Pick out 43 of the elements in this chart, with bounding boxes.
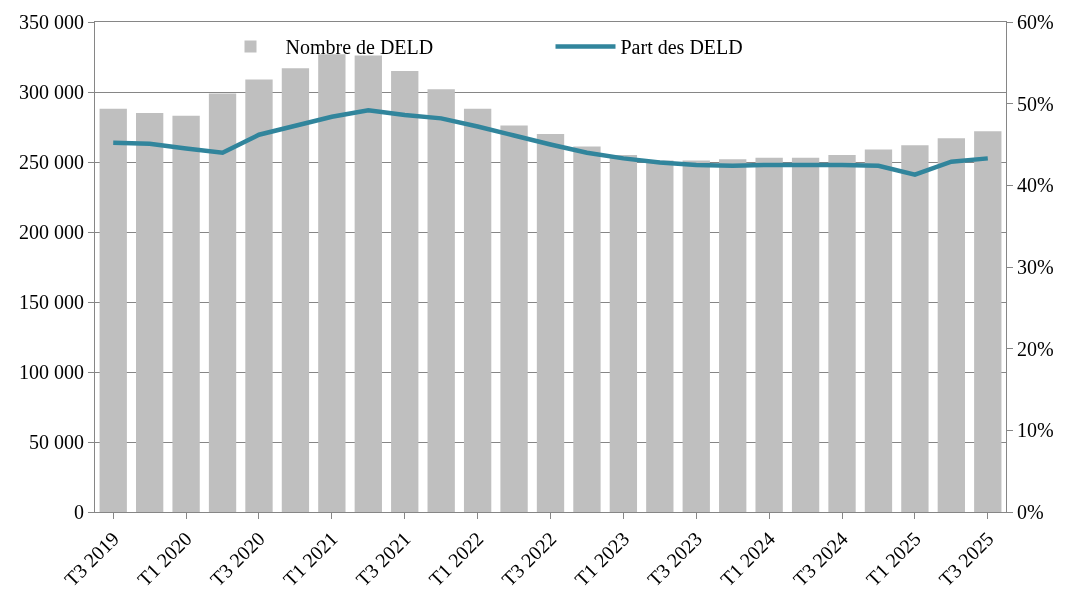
y-tick-label: 0 bbox=[74, 501, 84, 523]
bar bbox=[828, 155, 856, 512]
bar bbox=[136, 113, 164, 512]
y2-tick-label: 20% bbox=[1017, 337, 1054, 360]
bar bbox=[245, 79, 273, 512]
bar bbox=[172, 115, 200, 512]
y-tick-label: 200 000 bbox=[19, 221, 84, 243]
bar bbox=[682, 160, 710, 512]
y2-tick-label: 50% bbox=[1017, 92, 1054, 115]
bar bbox=[573, 146, 601, 512]
bar bbox=[208, 93, 237, 512]
bar bbox=[937, 138, 966, 512]
y-tick-label: 250 000 bbox=[19, 151, 84, 173]
bar bbox=[646, 160, 674, 512]
bar bbox=[427, 89, 455, 512]
y2-tick-label: 60% bbox=[1017, 11, 1054, 33]
y-tick-label: 150 000 bbox=[19, 291, 84, 313]
bar bbox=[864, 149, 893, 512]
y-tick-label: 100 000 bbox=[19, 361, 84, 383]
y-tick-label: 50 000 bbox=[29, 431, 84, 453]
bar bbox=[99, 108, 127, 512]
bar bbox=[719, 159, 747, 512]
bar bbox=[318, 54, 346, 512]
y2-tick-label: 40% bbox=[1017, 174, 1054, 197]
y2-tick-label: 10% bbox=[1017, 419, 1054, 442]
bar bbox=[974, 131, 1002, 512]
bar bbox=[281, 68, 310, 512]
bar bbox=[901, 145, 929, 512]
bar bbox=[500, 125, 528, 512]
y-tick-label: 350 000 bbox=[19, 11, 84, 33]
y2-tick-label: 30% bbox=[1017, 256, 1054, 278]
bar bbox=[463, 108, 492, 512]
y2-tick-label: 0% bbox=[1017, 501, 1044, 523]
line-series bbox=[110, 107, 991, 177]
bar bbox=[609, 155, 638, 512]
y-tick-label: 300 000 bbox=[19, 81, 84, 103]
bar bbox=[791, 157, 820, 512]
bar bbox=[755, 157, 783, 512]
bar bbox=[536, 134, 565, 512]
bar bbox=[354, 55, 382, 512]
legend-label: Part des DELD bbox=[620, 36, 743, 59]
bar bbox=[391, 71, 419, 512]
legend-label: Nombre de DELD bbox=[285, 36, 434, 59]
